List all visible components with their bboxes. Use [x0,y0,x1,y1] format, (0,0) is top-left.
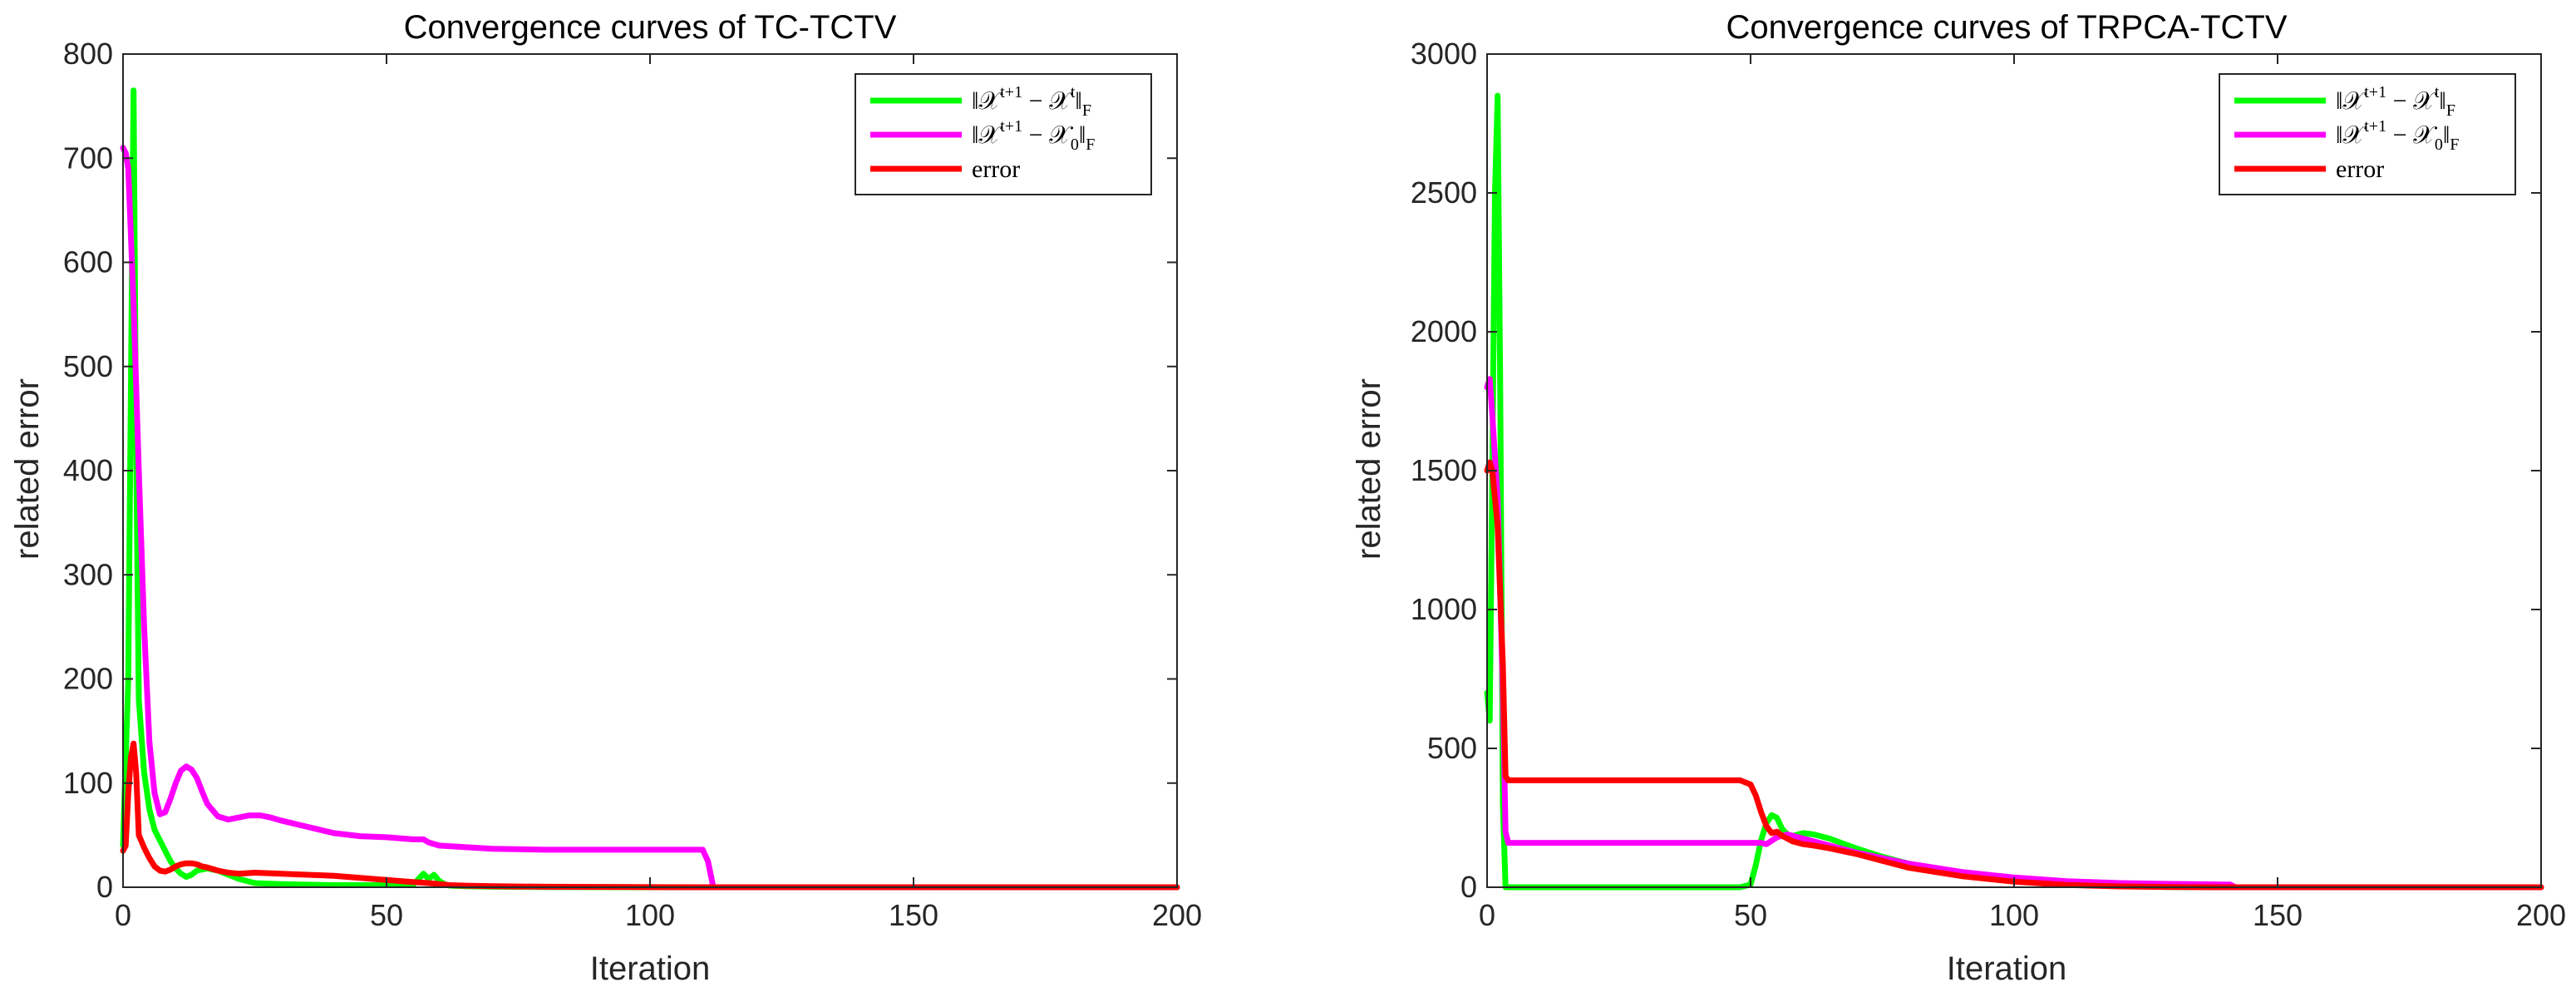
left-legend-label-2: error [972,155,1020,183]
left-ytick-label-3: 300 [63,557,113,591]
left-ytick-label-0: 0 [96,870,113,904]
left-xtick-label-2: 100 [625,898,675,932]
right-xtick-label-4: 200 [2516,898,2566,932]
left-xtick-label-4: 200 [1152,898,1202,932]
right-xtick-label-1: 50 [1734,898,1767,932]
left-legend-label-0: ‖𝒳t+1 − 𝒳t‖F [972,83,1091,120]
right-ytick-label-5: 2500 [1411,175,1477,210]
left-xtick-label-1: 50 [370,898,403,932]
right-xtick-label-0: 0 [1479,898,1495,932]
right-chart-ylabel: related error [1351,378,1387,560]
right-ytick-label-3: 1500 [1411,453,1477,487]
left-legend-label-1: ‖𝒳t+1 − 𝒳0‖F [972,117,1095,154]
left-chart: Convergence curves of TC-TCTV Iteration … [9,9,1202,987]
left-xtick-label-3: 150 [889,898,938,932]
left-chart-xlabel: Iteration [590,950,711,987]
right-legend-label-1: ‖𝒳t+1 − 𝒳0‖F [2336,117,2459,154]
left-ytick-label-5: 500 [63,349,113,383]
left-ytick-label-2: 200 [63,662,113,696]
right-chart-title: Convergence curves of TRPCA-TCTV [1726,9,2287,46]
right-series-line-2 [1484,459,2544,891]
left-ytick-label-8: 800 [63,37,113,71]
right-chart: Convergence curves of TRPCA-TCTV Iterati… [1351,9,2566,987]
right-xtick-label-3: 150 [2253,898,2303,932]
left-series-line-1 [120,145,1180,891]
right-legend-label-0: ‖𝒳t+1 − 𝒳t‖F [2336,83,2455,120]
right-ytick-label-2: 1000 [1411,592,1477,626]
left-ytick-label-1: 100 [63,766,113,800]
left-chart-title: Convergence curves of TC-TCTV [404,9,897,46]
right-ytick-label-0: 0 [1460,870,1477,904]
right-legend-label-2: error [2336,155,2384,183]
right-series-line-1 [1484,376,2544,891]
right-chart-xlabel: Iteration [1947,950,2067,987]
right-ytick-label-6: 3000 [1411,37,1477,71]
left-xtick-label-0: 0 [115,898,131,932]
left-ytick-label-7: 700 [63,141,113,175]
left-ytick-label-6: 600 [63,245,113,279]
right-ytick-label-1: 500 [1427,731,1477,765]
right-ytick-label-4: 2000 [1411,314,1477,348]
left-axis-ticks: 0 50 100 150 200 0 100 200 300 400 500 600 700 800 [63,37,1202,932]
left-series-line-2 [120,740,1180,891]
left-ytick-label-4: 400 [63,453,113,487]
left-chart-ylabel: related error [9,378,46,560]
right-xtick-label-2: 100 [1989,898,2039,932]
